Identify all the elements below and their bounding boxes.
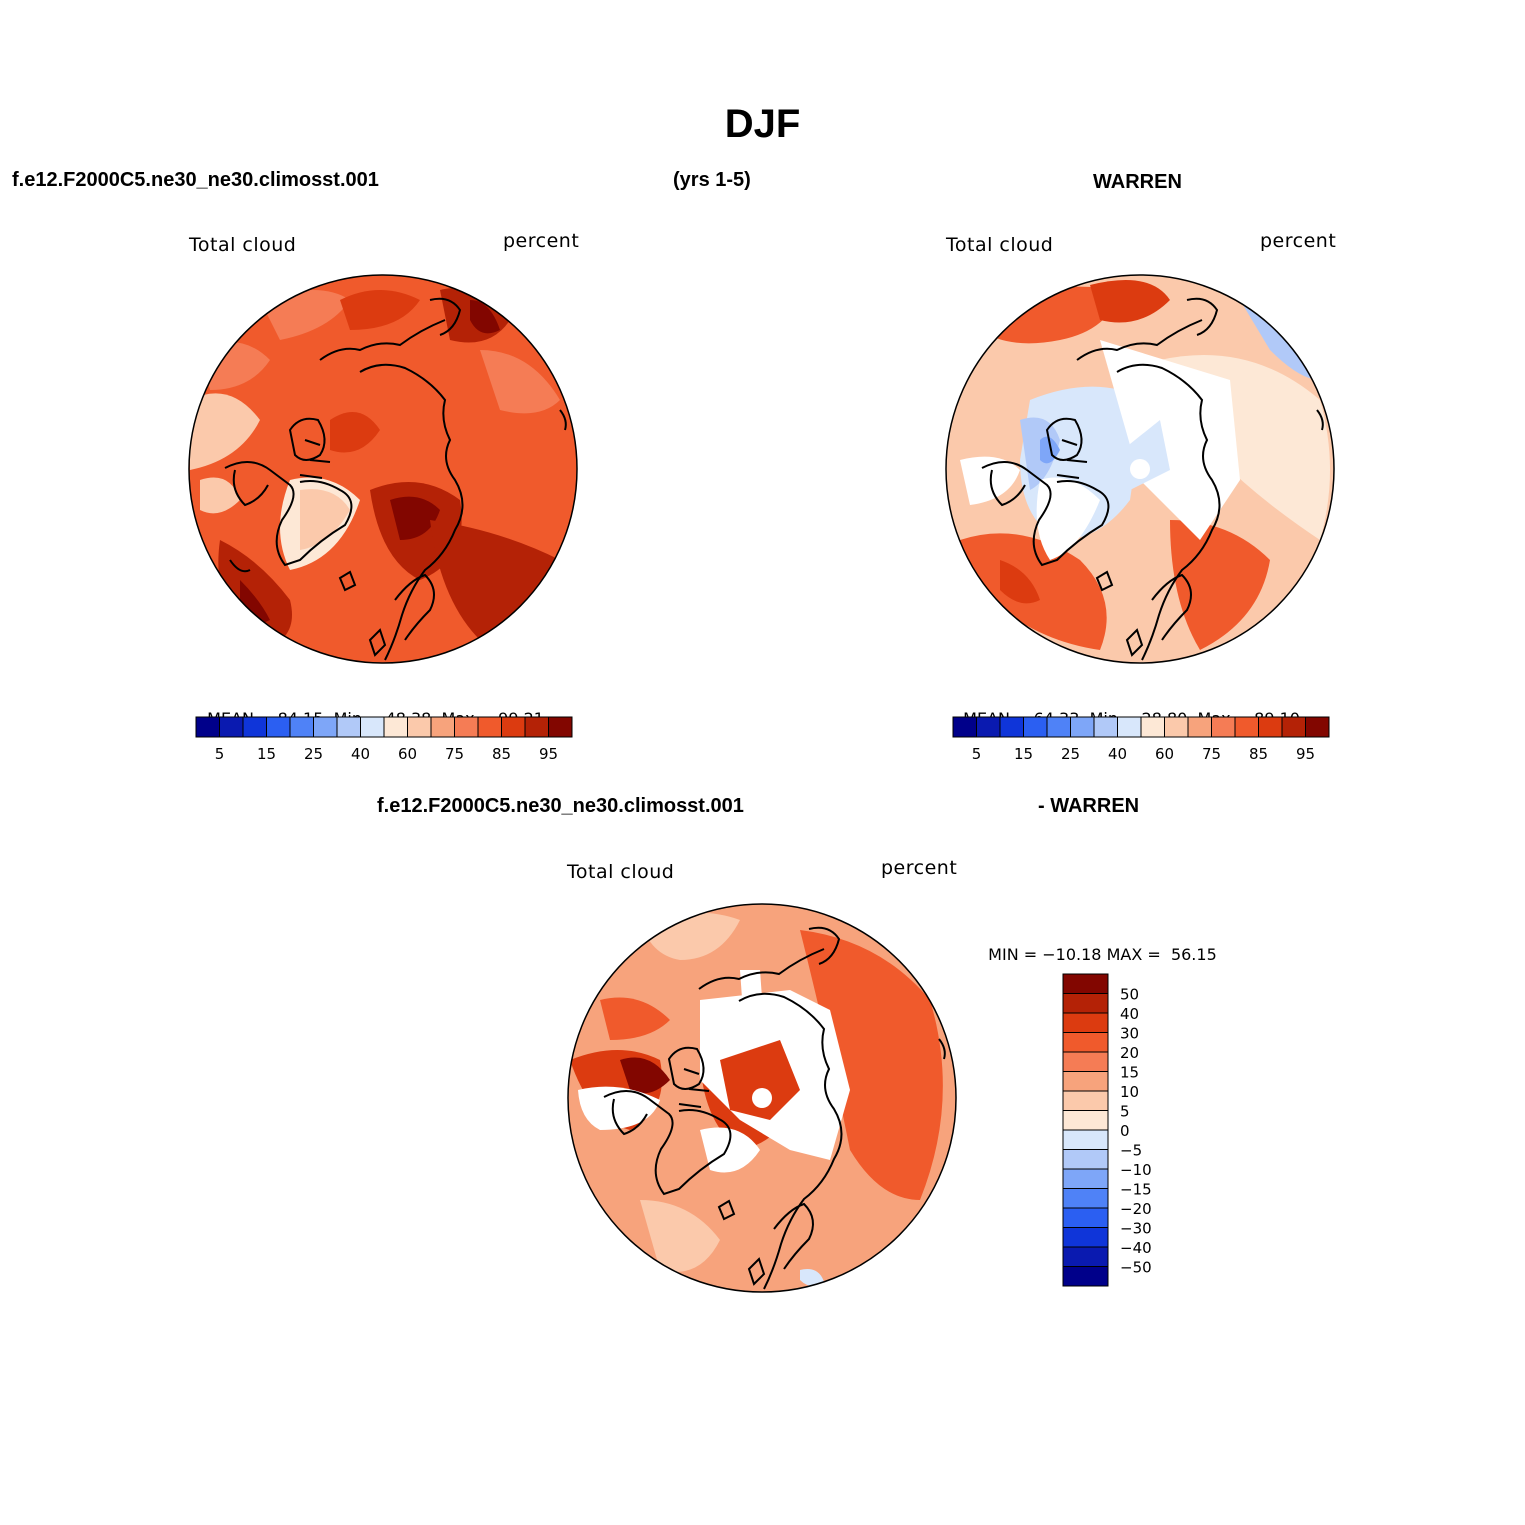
- obs-colorbar-tick-label: 25: [1061, 745, 1080, 763]
- years-label: (yrs 1-5): [673, 169, 751, 191]
- difference-colorbar-swatch: [1062, 1168, 1109, 1189]
- difference-colorbar-tick-label: 15: [1120, 1064, 1139, 1082]
- model-colorbar-tick-label: 60: [398, 745, 417, 763]
- difference-colorbar-swatch: [1062, 1207, 1109, 1228]
- difference-colorbar-swatch: [1062, 1129, 1109, 1150]
- diff-max-value: 56.15: [1170, 945, 1217, 964]
- obs-colorbar-tick-label: 85: [1249, 745, 1268, 763]
- difference-colorbar-tick-label: 0: [1120, 1122, 1130, 1140]
- model-colorbar-tick-label: 40: [351, 745, 370, 763]
- difference-colorbar-tick-label: 10: [1120, 1083, 1139, 1101]
- model-variable-label: Total cloud: [189, 234, 297, 256]
- model-colorbar-tick-label: 85: [492, 745, 511, 763]
- difference-colorbar-swatch: [1062, 1246, 1109, 1267]
- difference-colorbar-swatch: [1062, 1012, 1109, 1033]
- difference-colorbar-swatch: [1062, 1071, 1109, 1092]
- difference-colorbar-swatch: [1062, 1090, 1109, 1111]
- model-colorbar-tick-label: 75: [445, 745, 464, 763]
- model-units-label: percent: [503, 230, 580, 252]
- difference-colorbar-tick-label: 20: [1120, 1044, 1139, 1062]
- difference-colorbar-swatch: [1062, 1051, 1109, 1072]
- difference-colorbar-tick-label: 40: [1120, 1005, 1139, 1023]
- diff-max-label: MAX =: [1106, 945, 1161, 964]
- obs-colorbar-tick-label: 95: [1296, 745, 1315, 763]
- case-name-label: f.e12.F2000C5.ne30_ne30.climosst.001: [12, 169, 379, 191]
- difference-colorbar-tick-label: −30: [1120, 1220, 1152, 1238]
- obs-colorbar-tick-label: 60: [1155, 745, 1174, 763]
- difference-colorbar-tick-label: −20: [1120, 1200, 1152, 1218]
- diff-min-value: −10.18: [1042, 945, 1102, 964]
- difference-colorbar-tick-label: −5: [1120, 1142, 1142, 1160]
- diff-variable-label: Total cloud: [567, 861, 675, 883]
- difference-colorbar-swatch: [1062, 1188, 1109, 1209]
- model-colorbar-tick-label: 25: [304, 745, 323, 763]
- difference-colorbar-tick-label: −15: [1120, 1181, 1152, 1199]
- obs-colorbar-tick-label: 75: [1202, 745, 1221, 763]
- difference-colorbar-swatch: [1062, 1266, 1109, 1287]
- obs-variable-label: Total cloud: [946, 234, 1054, 256]
- obs-units-label: percent: [1260, 230, 1337, 252]
- difference-colorbar-swatch: [1062, 1149, 1109, 1170]
- model-colorbar-tick-label: 5: [215, 745, 225, 763]
- difference-colorbar-tick-label: 30: [1120, 1025, 1139, 1043]
- difference-colorbar-tick-label: −10: [1120, 1161, 1152, 1179]
- difference-colorbar-swatch: [1062, 993, 1109, 1014]
- model-colorbar-tick-label: 95: [539, 745, 558, 763]
- obs-name-label: WARREN: [1093, 171, 1182, 193]
- diff-case-name-label: f.e12.F2000C5.ne30_ne30.climosst.001: [377, 795, 744, 817]
- diff-stats: MIN = −10.18 MAX = 56.15: [978, 926, 1217, 964]
- obs-colorbar-tick-label: 40: [1108, 745, 1127, 763]
- difference-colorbar-tick-label: −50: [1120, 1259, 1152, 1277]
- obs-colorbar-swatch: [1305, 716, 1330, 738]
- diff-units-label: percent: [881, 857, 958, 879]
- model-colorbar-swatch: [548, 716, 573, 738]
- difference-colorbar-tick-label: 5: [1120, 1103, 1130, 1121]
- diff-min-label: MIN =: [988, 945, 1038, 964]
- model-colorbar-tick-label: 15: [257, 745, 276, 763]
- diff-obs-name-label: - WARREN: [1038, 795, 1140, 817]
- difference-colorbar-swatch: [1062, 1032, 1109, 1053]
- difference-colorbar-swatch: [1062, 973, 1109, 994]
- figure-title: DJF: [724, 102, 801, 146]
- obs-colorbar-tick-label: 5: [972, 745, 982, 763]
- difference-colorbar-tick-label: 50: [1120, 986, 1139, 1004]
- difference-colorbar-swatch: [1062, 1227, 1109, 1248]
- difference-colorbar-tick-label: −40: [1120, 1239, 1152, 1257]
- obs-colorbar-tick-label: 15: [1014, 745, 1033, 763]
- difference-colorbar-swatch: [1062, 1110, 1109, 1131]
